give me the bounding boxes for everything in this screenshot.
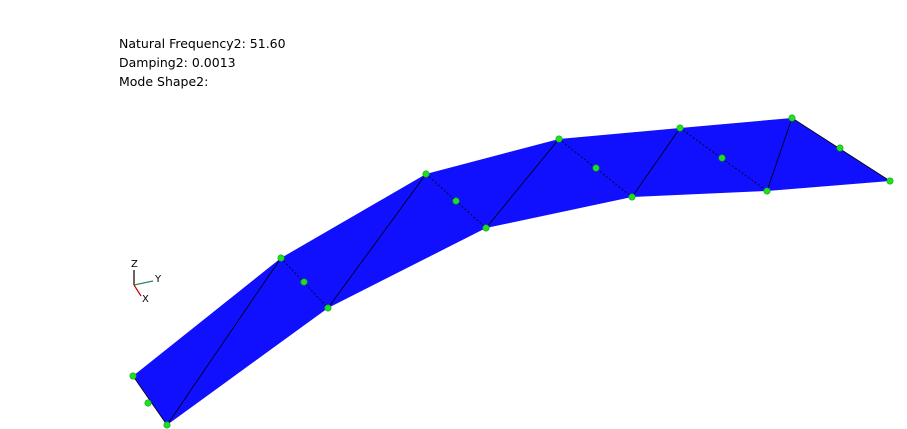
member [327,173,427,309]
node[interactable] [277,254,285,262]
node[interactable] [324,304,332,312]
x-axis-label: X [142,294,149,305]
mode-shape-label: Mode Shape2: [119,74,209,89]
node[interactable] [163,421,171,429]
x-axis [133,284,142,297]
node[interactable] [452,197,460,205]
member [166,257,282,426]
natural-frequency-label: Natural Frequency2: 51.60 [119,36,286,51]
node[interactable] [482,224,490,232]
deformed-structure-surface [133,118,890,425]
y-axis-label: Y [154,274,162,285]
node[interactable] [788,114,796,122]
node[interactable] [886,177,894,185]
member [766,117,793,192]
node[interactable] [422,170,430,178]
node[interactable] [676,124,684,132]
node[interactable] [592,164,600,172]
mode-info-panel: Natural Frequency2: 51.60 Damping2: 0.00… [119,34,286,91]
member [280,257,329,309]
node[interactable] [763,187,771,195]
node[interactable] [718,154,726,162]
node[interactable] [300,278,308,286]
member [558,138,633,198]
node[interactable] [555,135,563,143]
node[interactable] [836,144,844,152]
node[interactable] [129,372,137,380]
node[interactable] [144,399,152,407]
axis-triad: Z Y X [131,259,162,305]
member [485,138,560,229]
truss-members [132,117,891,426]
nodes [129,114,894,429]
z-axis-label: Z [131,259,138,270]
node[interactable] [628,193,636,201]
y-axis [133,280,154,286]
member [631,127,681,198]
damping-label: Damping2: 0.0013 [119,55,236,70]
